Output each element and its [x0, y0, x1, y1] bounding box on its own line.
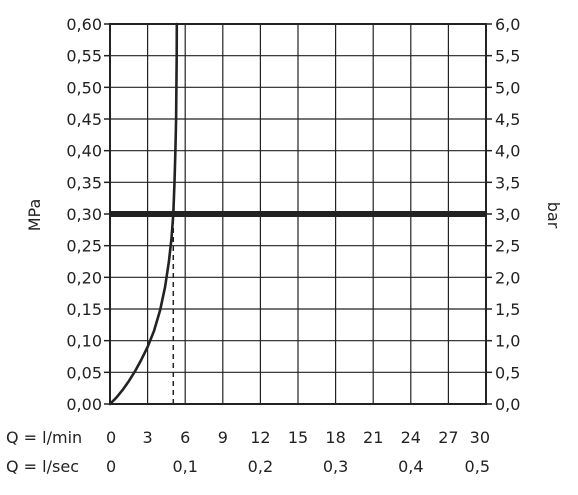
left-tick-label: 0,35: [66, 173, 102, 192]
right-tick-label: 4,0: [495, 142, 520, 161]
right-tick-label: 0,5: [495, 363, 520, 382]
x-axis-lmin-title: Q = l/min: [6, 428, 82, 447]
flow-pressure-curve: [108, 22, 179, 406]
left-tick-label: 0,55: [66, 47, 102, 66]
y-axis-right-title: bar: [544, 202, 563, 229]
bottom-axis-lmin-ticks: 0 3 6 9 12 15 18 21 24 27 30: [106, 428, 490, 447]
right-tick-label: 5,0: [495, 78, 520, 97]
bottom-lsec-tick-label: 0,2: [248, 457, 273, 476]
left-tick-label: 0,05: [66, 363, 102, 382]
right-tick-label: 2,0: [495, 268, 520, 287]
bottom-lmin-tick-label: 21: [363, 428, 383, 447]
bottom-axis-lsec-ticks: 0 0,1 0,2 0,3 0,4 0,5: [106, 457, 490, 476]
right-tick-label: 2,5: [495, 237, 520, 256]
bottom-lmin-tick-label: 0: [106, 428, 116, 447]
chart-series: [108, 22, 179, 406]
right-tick-label: 0,0: [495, 395, 520, 414]
left-axis-ticks: 0,00 0,05 0,10 0,15 0,20 0,25 0,30 0,35 0,40 0,45…: [66, 15, 110, 414]
bottom-lsec-tick-label: 0,3: [323, 457, 348, 476]
left-tick-label: 0,00: [66, 395, 102, 414]
left-tick-label: 0,20: [66, 268, 102, 287]
bottom-lsec-tick-label: 0: [106, 457, 116, 476]
bottom-lsec-tick-label: 0,5: [465, 457, 490, 476]
left-tick-label: 0,40: [66, 142, 102, 161]
bottom-lmin-tick-label: 24: [401, 428, 421, 447]
left-tick-label: 0,60: [66, 15, 102, 34]
bottom-lmin-tick-label: 9: [218, 428, 228, 447]
right-tick-label: 3,5: [495, 173, 520, 192]
bottom-lmin-tick-label: 30: [470, 428, 490, 447]
bottom-lmin-tick-label: 18: [325, 428, 345, 447]
right-tick-label: 4,5: [495, 110, 520, 129]
bottom-lmin-tick-label: 3: [143, 428, 153, 447]
right-tick-label: 5,5: [495, 47, 520, 66]
bottom-lsec-tick-label: 0,1: [172, 457, 197, 476]
right-tick-label: 1,0: [495, 332, 520, 351]
bottom-lmin-tick-label: 15: [288, 428, 308, 447]
bottom-lsec-tick-label: 0,4: [398, 457, 423, 476]
left-tick-label: 0,15: [66, 300, 102, 319]
x-axis-lsec-title: Q = l/sec: [6, 457, 79, 476]
right-tick-label: 1,5: [495, 300, 520, 319]
left-tick-label: 0,45: [66, 110, 102, 129]
right-tick-label: 3,0: [495, 205, 520, 224]
bottom-lmin-tick-label: 6: [180, 428, 190, 447]
bottom-lmin-tick-label: 12: [250, 428, 270, 447]
bottom-lmin-tick-label: 27: [438, 428, 458, 447]
left-tick-label: 0,10: [66, 332, 102, 351]
right-axis-ticks: 0,0 0,5 1,0 1,5 2,0 2,5 3,0 3,5 4,0 4,5 5,0 5,5 6,0: [486, 15, 520, 414]
left-tick-label: 0,50: [66, 78, 102, 97]
left-tick-label: 0,25: [66, 237, 102, 256]
left-tick-label: 0,30: [66, 205, 102, 224]
y-axis-left-title: MPa: [25, 199, 44, 232]
right-tick-label: 6,0: [495, 15, 520, 34]
